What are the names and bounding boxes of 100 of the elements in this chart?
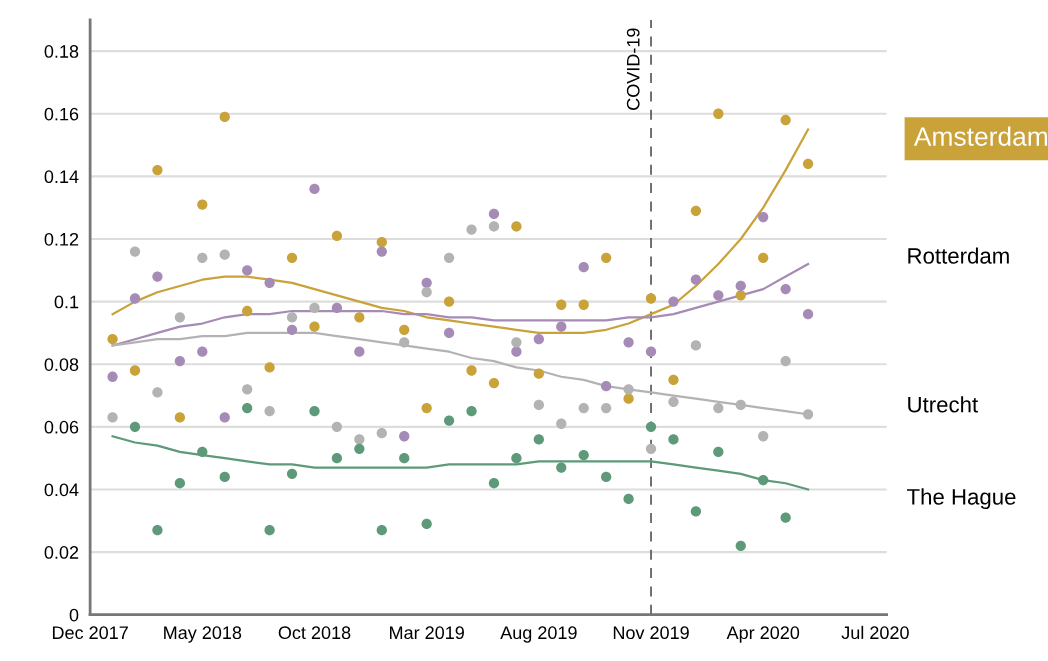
point <box>309 321 320 332</box>
point <box>421 277 432 288</box>
point <box>286 252 298 263</box>
point <box>578 402 589 414</box>
point <box>264 525 275 536</box>
point <box>556 299 567 310</box>
point <box>780 512 791 523</box>
point <box>758 211 769 223</box>
point <box>219 412 230 423</box>
point <box>601 381 612 392</box>
point <box>780 355 791 367</box>
point <box>713 402 724 414</box>
point <box>466 365 477 376</box>
point <box>488 221 500 232</box>
x-tick-label: Mar 2019 <box>390 626 464 640</box>
point <box>331 453 343 464</box>
point <box>399 453 410 464</box>
y-tick-label: 0.12 <box>44 232 79 246</box>
point <box>780 283 791 295</box>
point <box>780 114 791 126</box>
point <box>511 221 522 232</box>
point <box>376 236 387 248</box>
point <box>129 365 141 376</box>
point <box>219 471 230 483</box>
point <box>443 327 455 339</box>
point <box>443 415 455 426</box>
point <box>533 399 544 411</box>
text: The Hague <box>907 488 1016 510</box>
point <box>129 246 141 257</box>
point <box>735 280 746 292</box>
point <box>174 478 186 489</box>
point <box>443 296 455 307</box>
point <box>533 334 544 345</box>
point <box>354 312 365 323</box>
point <box>713 290 724 301</box>
x-tick-label: Dec 2017 <box>52 626 128 640</box>
point <box>735 399 746 411</box>
point <box>668 396 679 407</box>
point <box>758 474 769 486</box>
point <box>107 334 118 345</box>
point <box>219 111 230 123</box>
point <box>421 287 432 298</box>
point <box>242 402 253 414</box>
point <box>174 312 186 323</box>
point <box>174 355 186 367</box>
point <box>354 434 365 445</box>
point <box>152 271 163 282</box>
point <box>511 346 522 357</box>
point <box>690 274 702 285</box>
point <box>645 421 657 433</box>
point <box>623 384 634 395</box>
point <box>443 252 455 263</box>
point <box>578 262 589 273</box>
point <box>466 406 477 417</box>
point <box>264 362 275 373</box>
text: Rotterdam <box>908 247 1009 264</box>
point <box>174 412 186 423</box>
point <box>578 299 589 310</box>
point <box>511 337 522 348</box>
point <box>107 412 118 423</box>
point <box>713 108 724 119</box>
point <box>197 252 208 263</box>
point <box>376 427 387 439</box>
point <box>802 158 814 170</box>
point <box>802 309 814 320</box>
y-tick-label: 0.14 <box>44 170 79 184</box>
point <box>556 321 567 332</box>
point <box>556 462 567 473</box>
point <box>264 406 275 417</box>
point <box>399 431 410 442</box>
point <box>758 252 769 263</box>
ref-line-label: COVID-19 <box>626 28 640 110</box>
point <box>309 302 320 314</box>
point <box>129 293 141 304</box>
point <box>286 312 298 323</box>
point <box>354 443 365 454</box>
point <box>421 518 432 530</box>
point <box>197 346 208 357</box>
point <box>219 249 230 260</box>
point <box>645 293 657 304</box>
point <box>623 493 634 505</box>
line-series <box>111 435 810 491</box>
point <box>286 324 298 335</box>
point <box>331 302 343 314</box>
point <box>668 374 679 386</box>
point <box>511 453 522 464</box>
point <box>242 305 253 317</box>
point <box>264 277 275 288</box>
text: Amsterdam <box>913 126 1048 146</box>
point <box>645 346 657 357</box>
point <box>533 368 544 379</box>
y-tick-label: 0 <box>69 608 79 622</box>
point <box>399 324 410 335</box>
point <box>129 421 141 433</box>
point <box>735 290 746 301</box>
point <box>578 449 589 461</box>
point <box>107 371 118 382</box>
point <box>488 377 500 389</box>
x-tick-label: Jul 2020 <box>841 625 909 640</box>
point <box>421 402 432 414</box>
